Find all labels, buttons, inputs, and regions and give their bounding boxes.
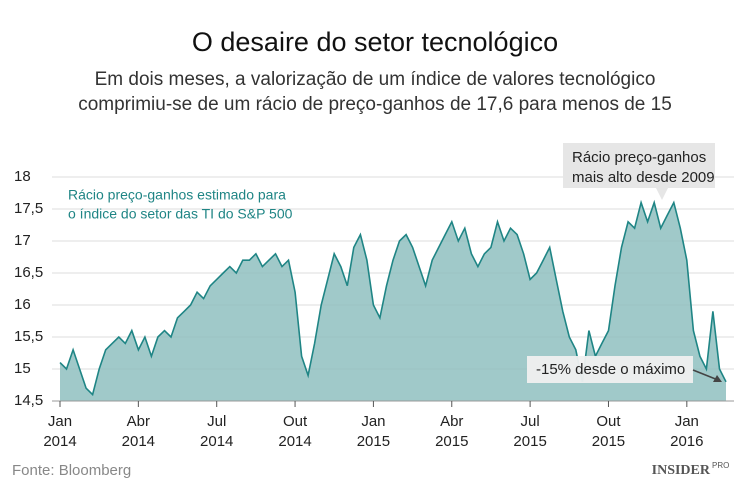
area xyxy=(60,202,726,401)
y-tick-label: 16 xyxy=(14,296,31,313)
y-tick-label: 15 xyxy=(14,360,31,377)
x-tick-label: Jan 2014 xyxy=(43,413,77,450)
y-tick-label: 14,5 xyxy=(14,392,43,409)
annotation: -15% desde o máximo xyxy=(536,361,685,378)
y-tick-label: 16,5 xyxy=(14,264,43,281)
chart-title: O desaire do setor tecnológico xyxy=(192,27,558,57)
x-tick-label: Abr 2015 xyxy=(435,413,469,450)
callout-box xyxy=(527,356,693,383)
logo: INSIDER xyxy=(652,463,711,478)
annotation: Rácio preço-ganhos xyxy=(572,149,706,166)
annotation: mais alto desde 2009 xyxy=(572,169,715,186)
logo-sup: PRO xyxy=(712,461,729,470)
callout-box xyxy=(563,143,715,200)
y-tick-label: 17,5 xyxy=(14,200,43,217)
x-tick-label: Jan 2015 xyxy=(356,413,391,450)
source: Fonte: Bloomberg xyxy=(12,462,131,479)
y-tick-label: 17 xyxy=(14,232,31,249)
x-tick-label: Out 2014 xyxy=(278,413,312,450)
x-tick-label: Jul 2015 xyxy=(513,413,547,450)
x-tick-label: Abr 2014 xyxy=(121,413,156,450)
y-tick-label: 15,5 xyxy=(14,328,43,345)
x-tick-label: Out 2015 xyxy=(591,413,626,450)
subtitle: Em dois meses, a valorização de um índic… xyxy=(95,69,656,90)
series-label: Rácio preço-ganhos estimado para xyxy=(68,187,286,203)
x-tick-label: Jan 2016 xyxy=(670,413,704,450)
arrow xyxy=(692,369,719,381)
line xyxy=(59,199,727,397)
arrow-head xyxy=(713,375,722,382)
subtitle: comprimiu-se de um rácio de preço-ganhos… xyxy=(78,94,672,115)
x-tick-label: Jul 2014 xyxy=(200,413,234,450)
series-label: o índice do setor das TI do S&P 500 xyxy=(68,206,293,222)
y-tick-label: 18 xyxy=(14,168,31,185)
